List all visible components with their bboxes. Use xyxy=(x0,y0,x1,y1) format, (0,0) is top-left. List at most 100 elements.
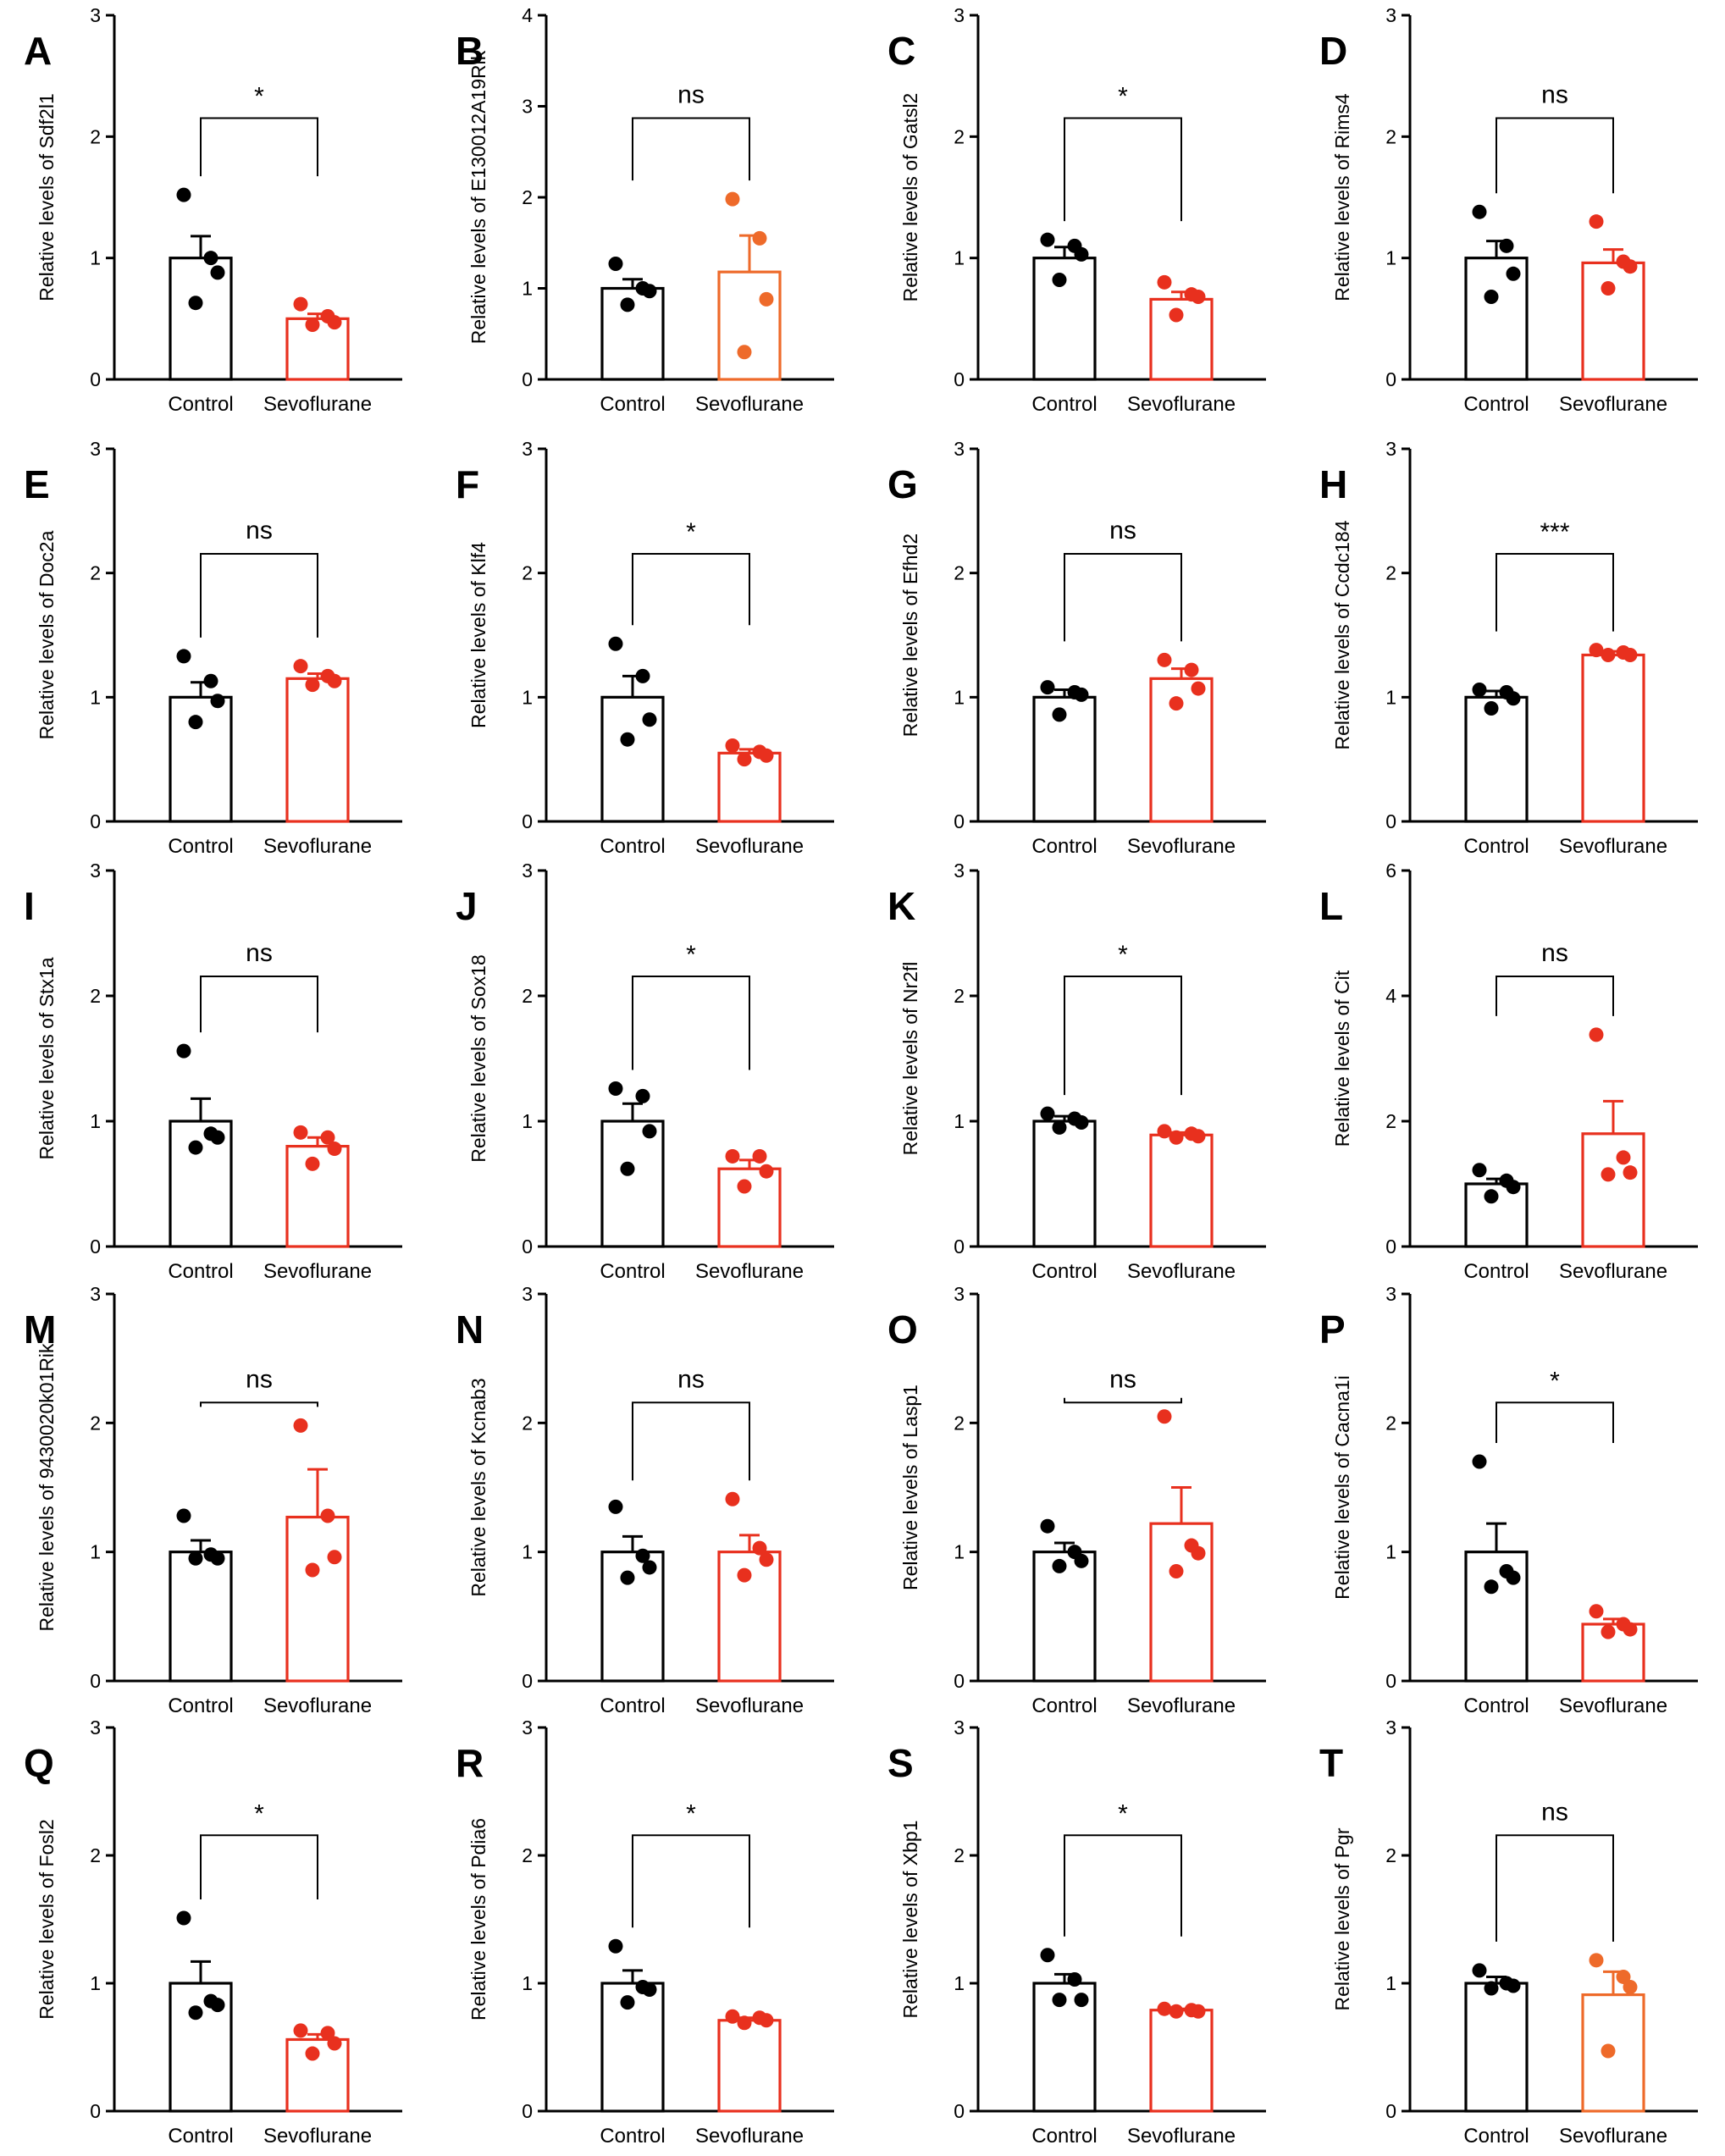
y-tick-label: 2 xyxy=(954,562,965,584)
y-tick-label: 3 xyxy=(954,1717,965,1739)
data-point xyxy=(1074,246,1089,262)
y-tick-label: 2 xyxy=(1385,1412,1396,1434)
y-tick-label: 0 xyxy=(522,368,533,390)
significance-label: ns xyxy=(1541,939,1568,967)
y-tick-label: 0 xyxy=(522,810,533,832)
y-tick-label: 2 xyxy=(954,1844,965,1866)
panel-L: L Relative levels of Cit 0 2 4 6 Control Sevofl… xyxy=(1319,860,1698,1283)
panel-letter: L xyxy=(1319,884,1343,928)
data-point xyxy=(1169,2004,1184,2019)
y-tick-label: 0 xyxy=(1385,1670,1396,1692)
data-point xyxy=(1499,238,1514,253)
y-axis-label: Relative levels of Kcnab3 xyxy=(467,1378,489,1596)
data-point xyxy=(642,284,657,299)
data-point xyxy=(1191,2004,1206,2019)
data-point xyxy=(635,1548,650,1563)
y-axis-label: Relative levels of Xbp1 xyxy=(899,1821,921,2019)
significance-label: ns xyxy=(1109,1365,1136,1393)
x-tick-label: Sevoflurane xyxy=(695,1694,804,1717)
panel-P: P Relative levels of Cacna1i 0 1 2 3 Control Se… xyxy=(1319,1283,1698,1717)
y-axis-label: Relative levels of Stx1a xyxy=(36,957,58,1159)
bar-sevoflurane xyxy=(1149,2009,1214,2113)
x-tick-label: Sevoflurane xyxy=(695,393,804,416)
significance-label: ns xyxy=(246,517,273,545)
data-point xyxy=(1169,696,1184,711)
data-point xyxy=(1601,2043,1616,2059)
data-point xyxy=(1074,687,1089,702)
y-axis-label: Relative levels of Pgr xyxy=(1331,1827,1353,2010)
y-tick-label: 0 xyxy=(1385,368,1396,390)
x-tick-label: Sevoflurane xyxy=(1559,1694,1667,1717)
data-point xyxy=(1589,1953,1604,1968)
data-point xyxy=(293,1418,308,1433)
bar-sevoflurane xyxy=(717,2019,782,2113)
significance-bracket xyxy=(200,1834,318,1899)
data-point xyxy=(305,2046,320,2061)
data-point xyxy=(305,318,320,332)
data-point xyxy=(1472,204,1487,219)
significance-bracket xyxy=(1064,553,1182,642)
y-tick-label: 0 xyxy=(522,2100,533,2122)
significance-label: * xyxy=(1118,83,1128,111)
bar-control xyxy=(1032,1551,1097,1683)
x-tick-label: Control xyxy=(600,1260,665,1283)
data-point xyxy=(752,1148,767,1164)
x-tick-label: Sevoflurane xyxy=(1559,1260,1667,1283)
y-tick-label: 1 xyxy=(522,686,533,708)
x-tick-label: Sevoflurane xyxy=(1127,835,1236,858)
panel-letter: S xyxy=(887,1741,914,1785)
panel-J: J Relative levels of Sox18 0 1 2 3 Control Sevo… xyxy=(456,860,834,1283)
data-point xyxy=(608,1499,623,1514)
data-point xyxy=(1191,290,1206,305)
data-point xyxy=(1623,1980,1638,1995)
data-point xyxy=(1506,1570,1521,1585)
y-tick-label: 3 xyxy=(522,96,533,118)
data-point xyxy=(188,2005,203,2021)
data-point xyxy=(1184,662,1199,677)
x-tick-label: Sevoflurane xyxy=(1127,1694,1236,1717)
data-point xyxy=(327,1142,342,1157)
y-tick-label: 2 xyxy=(954,1412,965,1434)
y-tick-label: 0 xyxy=(522,1670,533,1692)
data-point xyxy=(737,2015,752,2031)
y-tick-label: 1 xyxy=(1385,1972,1396,1994)
data-point xyxy=(642,1982,657,1998)
y-tick-label: 0 xyxy=(90,368,101,390)
bar-sevoflurane xyxy=(285,1515,350,1683)
panel-letter: B xyxy=(456,29,484,73)
data-point xyxy=(1052,1119,1067,1135)
bar-sevoflurane xyxy=(1581,261,1645,381)
panel-C: C Relative levels of Gatsl2 0 1 2 3 Control Sev… xyxy=(887,4,1266,416)
data-point xyxy=(635,668,650,683)
data-point xyxy=(1040,232,1055,247)
x-tick-label: Control xyxy=(600,1694,665,1717)
data-point xyxy=(1506,1180,1521,1195)
y-tick-label: 1 xyxy=(90,247,101,269)
data-point xyxy=(1157,274,1172,290)
data-point xyxy=(210,265,225,280)
data-point xyxy=(642,1560,657,1575)
y-axis-label: Relative levels of Sox18 xyxy=(467,954,489,1162)
y-tick-label: 3 xyxy=(522,438,533,460)
x-tick-label: Control xyxy=(1463,1260,1529,1283)
significance-label: * xyxy=(254,1799,264,1827)
data-point xyxy=(1157,2001,1172,2016)
data-point xyxy=(1472,1163,1487,1178)
significance-bracket xyxy=(1496,117,1614,194)
significance-label: * xyxy=(686,1799,696,1827)
significance-bracket xyxy=(1064,1834,1182,1937)
x-tick-label: Sevoflurane xyxy=(1127,1260,1236,1283)
data-point xyxy=(1589,1604,1604,1619)
y-axis-label: Relative levels of Nr2fl xyxy=(899,962,921,1156)
y-axis-label: Relative levels of Efhd2 xyxy=(899,533,921,737)
y-tick-label: 2 xyxy=(90,562,101,584)
panel-letter: I xyxy=(24,884,35,928)
data-point xyxy=(620,1570,635,1585)
x-tick-label: Sevoflurane xyxy=(1127,393,1236,416)
data-point xyxy=(1601,1167,1616,1182)
x-tick-label: Control xyxy=(1031,1260,1097,1283)
data-point xyxy=(188,715,203,730)
x-tick-label: Control xyxy=(1463,1694,1529,1717)
